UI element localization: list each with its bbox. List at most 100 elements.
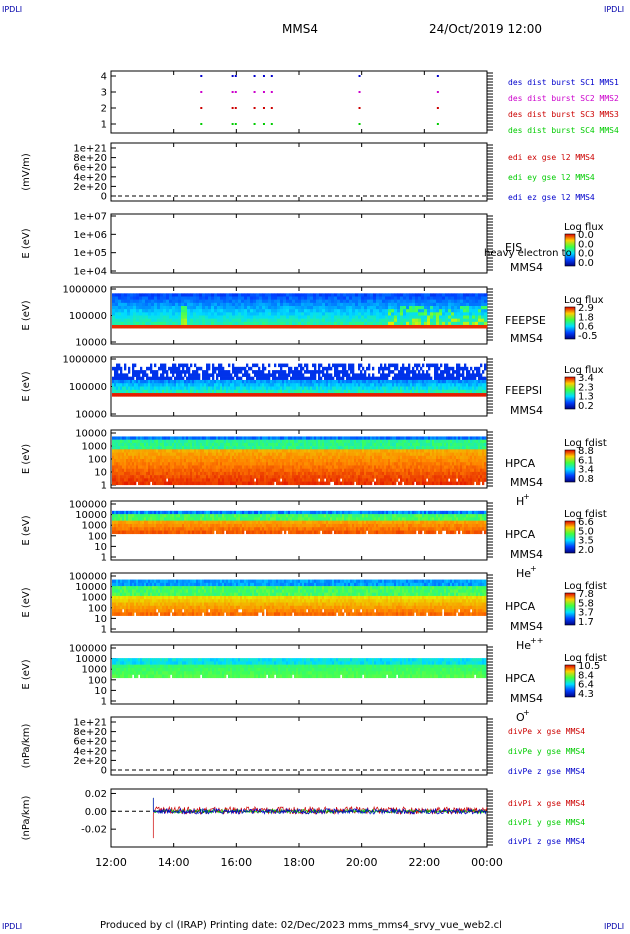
feepse-cell	[265, 302, 269, 307]
feepse-cell	[382, 296, 386, 300]
feepse-cell	[334, 312, 338, 316]
hpca_h-cell	[316, 468, 319, 473]
hpca_h-cell	[196, 459, 199, 463]
feepsi-cell	[352, 393, 355, 397]
feepsi-cell	[236, 389, 239, 394]
feepsi-cell	[186, 383, 189, 387]
feepsi-cell	[166, 370, 169, 374]
hpca_h-cell	[250, 465, 253, 469]
hpca_h-cell	[208, 468, 211, 473]
hpca_h-cell	[260, 465, 263, 469]
hpca_h-cell	[282, 462, 285, 466]
hpca_h-cell	[142, 446, 145, 450]
feepsi-cell	[258, 389, 261, 394]
hpca_h-cell	[166, 459, 169, 463]
feepsi-cell	[116, 370, 119, 374]
feepse-cell	[313, 302, 317, 307]
feepse-cell	[307, 299, 311, 304]
hpca_h-cell	[164, 455, 167, 460]
hpca_h-cell	[290, 439, 293, 444]
feepsi-cell	[184, 370, 187, 374]
feepse-cell	[286, 299, 290, 304]
hpca_h-cell	[132, 436, 135, 440]
feepsi-cell	[318, 370, 321, 374]
feepse-cell	[259, 315, 263, 319]
feepsi-cell	[178, 383, 181, 387]
feepse-cell	[244, 302, 248, 307]
hpca_h-cell	[270, 436, 273, 440]
hpca_h-cell	[114, 442, 117, 447]
feepsi-cell	[444, 386, 447, 391]
feepse-cell	[457, 299, 461, 304]
hpca_h-cell	[218, 446, 221, 450]
feepse-cell	[160, 302, 164, 307]
edi-legend-2: edi ez gse l2 MMS4	[508, 193, 595, 202]
edi-ytick-label: 6e+20	[73, 163, 107, 174]
hpca_h-cell	[142, 436, 145, 440]
hpca_h-cell	[184, 455, 187, 460]
feepse-cell	[391, 315, 395, 319]
feepsi-cell	[262, 393, 265, 397]
feepse-cell	[184, 315, 188, 319]
feepsi-cell	[432, 379, 435, 384]
feepse-cell	[430, 312, 434, 316]
feepsi-cell	[456, 379, 459, 384]
hpca_h-cell	[278, 455, 281, 460]
feepse-cell	[409, 293, 413, 297]
feepsi-cell	[280, 366, 283, 371]
hpca_h-cell	[180, 468, 183, 473]
feepse-cell	[154, 296, 158, 300]
hpca_h-cell	[250, 468, 253, 473]
feepsi-cell	[474, 389, 477, 394]
feepsi-cell	[244, 373, 247, 377]
hpca_h-cell	[316, 455, 319, 460]
feepse-cell	[343, 309, 347, 313]
feepsi-cell	[118, 363, 121, 368]
feepsi-cell	[262, 389, 265, 394]
feepsi-cell	[372, 379, 375, 384]
feepse-cell	[211, 299, 215, 304]
feepsi-cell	[154, 393, 157, 397]
feepse-cell	[370, 321, 374, 326]
feepsi-cell	[276, 389, 279, 394]
feepsi-cell	[344, 379, 347, 384]
feepsi-cell	[360, 386, 363, 391]
feepsi-cell	[416, 393, 419, 397]
feepse-cell	[385, 299, 389, 304]
feepse-cell	[415, 296, 419, 300]
feepse-cell	[199, 325, 203, 329]
feepsi-cell	[266, 379, 269, 384]
hpca_h-cell	[188, 452, 191, 457]
hpca_h-cell	[126, 478, 129, 482]
feepse-cell	[259, 299, 263, 304]
hpca_h-cell	[202, 481, 205, 486]
feepsi-cell	[412, 389, 415, 394]
hpca_h-cell	[158, 449, 161, 453]
feepsi-cell	[214, 393, 217, 397]
feepse-cell	[367, 306, 371, 310]
hpca_h-cell	[116, 471, 119, 476]
feepsi-cell	[428, 386, 431, 391]
hpca_h-cell	[300, 471, 303, 476]
feepsi-cell	[262, 376, 265, 381]
feepse-cell	[130, 306, 134, 310]
hpca_h-cell	[120, 436, 123, 440]
feepsi-cell	[414, 379, 417, 384]
feepsi-cell	[344, 370, 347, 374]
feepse-cell	[220, 325, 224, 329]
feepsi-cell	[278, 373, 281, 377]
hpca_h-cell	[264, 446, 267, 450]
feepsi-cell	[196, 393, 199, 397]
hpca_h-cell	[312, 462, 315, 466]
feepse-cell	[250, 299, 254, 304]
feepse-cell	[481, 318, 485, 323]
feepsi-cell	[354, 373, 357, 377]
feepse-cell	[430, 321, 434, 326]
hpca_h-cell	[206, 471, 209, 476]
feepse-cell	[349, 299, 353, 304]
feepse-cell	[325, 318, 329, 323]
edi-ytick-label: 8e+20	[73, 153, 107, 164]
hpca_h-cell	[212, 462, 215, 466]
hpca_h-cell	[240, 468, 243, 473]
feepsi-cell	[220, 379, 223, 384]
